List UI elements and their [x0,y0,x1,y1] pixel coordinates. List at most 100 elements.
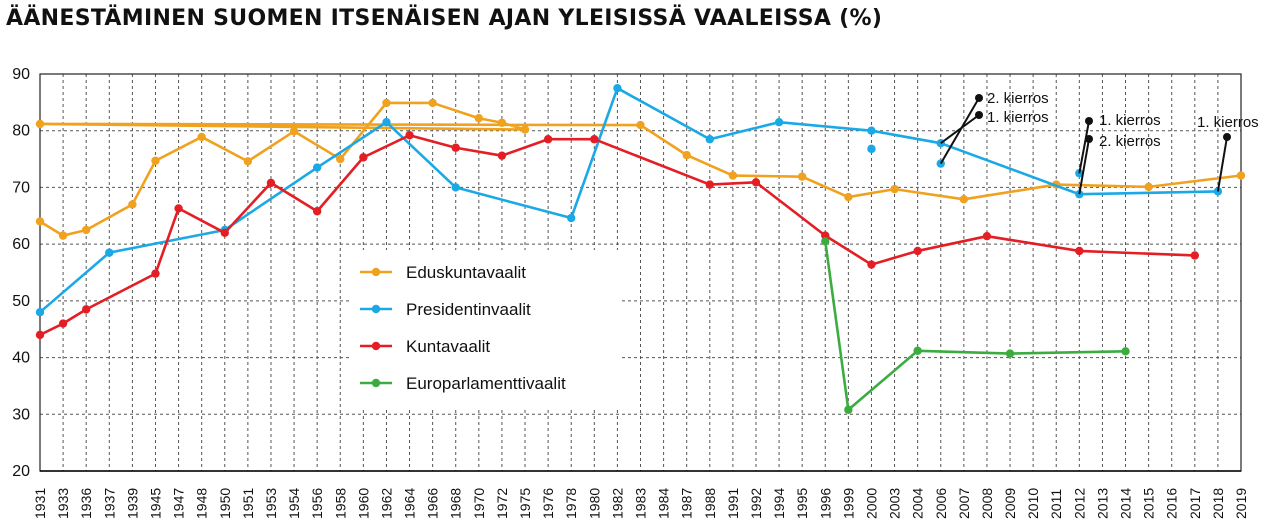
y-tick-label: 40 [12,350,30,367]
data-point [336,154,345,164]
x-tick-label: 2013 [1094,488,1110,519]
data-point [682,150,691,160]
x-tick-label: 1984 [656,488,672,519]
annotation-dot [1223,133,1231,141]
data-point [382,118,391,127]
data-point [1121,347,1130,356]
chart-title: ÄÄNESTÄMINEN SUOMEN ITSENÄISEN AJAN YLEI… [6,6,883,31]
y-tick-label: 30 [12,406,30,423]
data-point-extra [867,144,876,154]
x-tick-label: 1958 [332,488,348,519]
x-tick-label: 1953 [263,488,279,519]
x-tick-label: 1982 [609,488,625,519]
x-tick-label: 2000 [863,488,879,519]
series-kuntavaalit [35,131,1200,340]
data-point [151,269,160,278]
data-point [428,98,437,108]
x-tick-label: 1992 [748,488,764,519]
x-tick-label: 1964 [402,488,418,519]
series-line [39,133,1195,337]
data-point [105,248,114,257]
data-point [982,232,992,241]
legend-label: Kuntavaalit [406,337,490,356]
x-tick-label: 2008 [979,488,995,519]
data-point [35,330,45,340]
data-point [405,131,414,140]
data-point [474,114,484,123]
x-tick-label: 1987 [679,488,695,519]
annotation-label: 2. kierros [987,90,1049,107]
data-point [382,98,391,108]
x-tick-label: 1991 [725,488,741,519]
legend-label: Presidentinvaalit [406,300,531,319]
annotation-dot [975,94,983,102]
annotation-label: 1. kierros [987,109,1049,126]
legend-swatch-dot [371,267,381,277]
grid [39,73,1242,471]
data-point [844,405,853,414]
x-tick-label: 1945 [147,488,163,519]
series-europarlamenttivaalit [821,237,1130,414]
annotations: 2. kierros 1. kierros 1. kierros 2. kierros… [939,90,1259,195]
x-tick-label: 2011 [1048,489,1064,519]
data-point [913,246,922,256]
legend-label: Europarlamenttivaalit [406,374,566,393]
x-tick-label: 2016 [1164,488,1180,519]
y-tick-label: 80 [12,123,30,140]
x-tick-label: 1939 [124,488,140,519]
annotation-leader [1078,120,1090,174]
x-tick-label: 1970 [471,488,487,519]
data-point [613,83,622,93]
annotation-label: 1. kierros [1099,112,1161,129]
annotation-label: 2. kierros [1099,133,1161,150]
annotation-leader [1078,138,1090,195]
x-tick-label: 1994 [771,488,787,519]
x-tick-label: 1937 [101,488,117,519]
x-tick-label: 1996 [817,488,833,519]
series-line [39,86,1218,314]
x-tick-label: 1947 [171,488,187,519]
series-eduskuntavaalit [35,98,1246,240]
data-point [890,184,899,194]
data-point [35,308,45,317]
data-point [35,119,45,129]
annotation-dot [1085,117,1093,125]
annotation-leader [939,97,980,165]
data-point [567,213,576,223]
y-tick-label: 90 [12,66,30,83]
data-point [844,192,853,202]
data-point [58,319,68,328]
data-point [312,163,322,172]
data-point [728,171,738,180]
data-point [266,178,276,188]
data-point [451,143,460,152]
data-point [543,135,553,144]
x-tick-label: 1999 [840,488,856,519]
x-tick-label: 1951 [240,488,256,519]
x-tick-label: 1980 [586,488,602,519]
x-tick-label: 1954 [286,488,302,519]
data-point [520,125,530,134]
legend: Eduskuntavaalit Presidentinvaalit Kuntavaa… [352,250,622,408]
data-point [1190,251,1200,260]
x-tick-label: 2012 [1071,488,1087,519]
y-tick-label: 20 [12,463,30,480]
x-tick-label: 1995 [794,488,810,519]
data-point [590,135,599,144]
x-tick-label: 1962 [378,488,394,519]
data-point [913,346,922,355]
x-tick-label: 1978 [563,488,579,519]
x-tick-label: 2018 [1210,488,1226,519]
data-point [220,228,229,237]
x-tick-label: 1966 [425,488,441,519]
data-point [58,231,68,240]
data-point [1075,246,1084,256]
annotation-dot [1085,135,1093,143]
legend-swatch-dot [371,304,381,314]
x-tick-label: 2004 [910,488,926,519]
data-point [151,156,160,165]
data-point [821,237,830,246]
legend-swatch-dot [371,341,381,351]
data-point [451,183,460,192]
y-tick-label: 50 [12,293,30,310]
